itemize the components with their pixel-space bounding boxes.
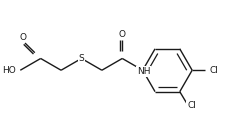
Text: O: O (20, 33, 27, 42)
Text: Cl: Cl (210, 66, 219, 75)
Text: NH: NH (137, 67, 151, 76)
Text: Cl: Cl (187, 101, 196, 110)
Text: HO: HO (2, 66, 16, 75)
Text: S: S (79, 54, 84, 63)
Text: O: O (119, 30, 126, 39)
